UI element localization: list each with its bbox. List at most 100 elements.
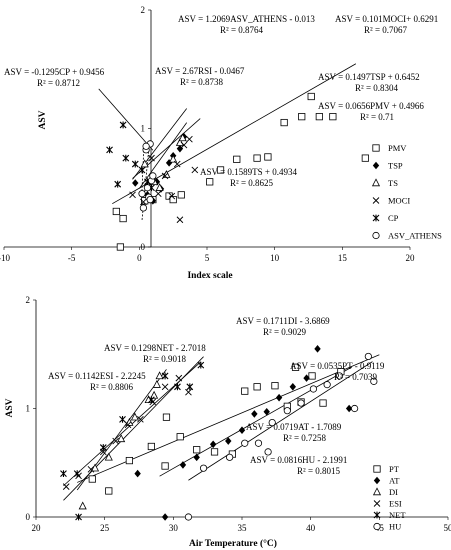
data-point-net [174, 383, 181, 391]
chart1-annotation-moci: ASV = 0.101MOCI+ 0.6291 [335, 14, 438, 24]
x-tick-label: 15 [338, 253, 348, 263]
data-point-ts [155, 183, 164, 191]
data-point-esi [112, 437, 119, 445]
trendline-net [63, 356, 204, 501]
data-point-at [345, 404, 353, 413]
legend-marker-pmv [372, 144, 380, 152]
data-point-at [289, 383, 297, 391]
legend-marker-moci [372, 197, 380, 204]
chart2-annotation-pt: ASV = 0.0535PT - 0.9119 [290, 361, 385, 371]
data-point-at [161, 513, 169, 521]
trendline-hu [188, 361, 373, 481]
x-tick-label: 25 [100, 523, 110, 533]
data-point-pmv [264, 153, 272, 161]
data-point-cp [122, 154, 130, 162]
x-tick-label: -10 [0, 253, 10, 263]
legend-label-ts: TS [388, 178, 398, 188]
data-point-esi [62, 483, 70, 490]
data-point-pt [176, 433, 184, 441]
chart2-annotation-esi: ASV = 0.1142ESI - 2.2245 [48, 371, 146, 381]
data-point-net [99, 444, 107, 451]
legend-marker-at [373, 476, 381, 485]
legend-marker-hu [373, 522, 381, 531]
data-point-esi [161, 383, 169, 391]
chart1-y-label: ASV [38, 110, 48, 129]
data-point-esi [185, 388, 192, 396]
data-point-pmv [329, 113, 337, 121]
data-point-pt [125, 456, 133, 465]
data-point-net [186, 383, 194, 391]
chart-1: -10 -5 0 5 10 15 20 0 1 2 Index scale ASV ASV = … [0, 5, 442, 281]
y-tick-label: 0 [26, 512, 31, 522]
legend-label-pmv: PMV [388, 143, 407, 153]
chart1-annotation-moci-r2: R² = 0.7067 [364, 25, 408, 35]
x-tick-label: 5 [205, 253, 210, 263]
data-point-hu [184, 513, 193, 521]
legend-label-net: NET [389, 510, 406, 520]
legend-marker-pt [373, 465, 381, 473]
data-point-hu [370, 377, 378, 385]
data-point-pmv [169, 195, 177, 204]
data-point-asv_athens [149, 172, 157, 180]
data-point-moci [154, 190, 162, 197]
data-point-moci [191, 166, 199, 174]
data-point-moci [168, 192, 176, 200]
data-point-ts [178, 133, 187, 142]
x-tick-label: 0 [137, 253, 142, 263]
data-point-hu [335, 372, 344, 380]
data-point-at [179, 461, 187, 469]
data-point-net [161, 372, 169, 380]
data-point-di [130, 412, 139, 421]
data-point-moci [180, 141, 188, 149]
data-point-moci [161, 172, 169, 180]
y-tick-label: 1 [141, 124, 146, 134]
data-point-pt [88, 475, 96, 483]
legend-label-di: DI [389, 487, 398, 497]
data-point-hu [364, 352, 372, 361]
data-point-hu [254, 439, 263, 447]
chart1-annotation-pmv-r2: R² = 0.71 [360, 112, 394, 122]
data-point-at [238, 426, 246, 434]
data-point-at [251, 410, 258, 418]
y-tick-label: 1 [26, 404, 31, 414]
legend-label-cp: CP [388, 213, 399, 223]
chart1-x-label: Index scale [187, 271, 232, 281]
legend-label-esi: ESI [389, 499, 402, 509]
data-point-pt [253, 383, 261, 391]
data-point-asv_athens [146, 196, 154, 204]
data-point-moci [148, 154, 155, 162]
data-point-moci [173, 160, 181, 168]
data-point-at [275, 393, 283, 402]
x-tick-label: 50 [444, 523, 451, 533]
legend-label-moci: MOCI [388, 196, 410, 206]
chart1-annotation-rsi: ASV = 2.67RSI - 0.0467 [155, 66, 245, 76]
data-point-at [314, 345, 321, 353]
chart1-annotation-ts-r2: R² = 0.8625 [230, 178, 274, 188]
legend-label-asv_athens: ASV_ATHENS [388, 231, 442, 241]
chart1-annotation-ts: ASV = 0.1589TS + 0.4934 [200, 167, 297, 177]
legend-label-hu: HU [389, 522, 401, 532]
chart2-x-label: Air Temperature (°C) [189, 538, 277, 549]
data-point-di [152, 379, 161, 388]
data-point-di [117, 434, 126, 443]
chart2-annotation-pt-r2: R² = 0.7039 [334, 372, 378, 382]
data-point-esi [137, 416, 144, 423]
chart2-annotation-di: ASV = 0.1711DI - 3.6869 [236, 316, 330, 326]
data-point-pmv [216, 166, 225, 174]
data-point-tsp [176, 144, 184, 153]
data-point-di [104, 452, 113, 461]
data-point-pmv [112, 207, 120, 216]
data-point-moci [129, 191, 136, 199]
data-point-pmv [116, 243, 124, 251]
trendline-at [159, 366, 353, 477]
chart2-annotation-net: ASV = 0.1298NET - 2.7018 [104, 343, 206, 353]
data-point-esi [87, 465, 95, 473]
data-point-hu [241, 439, 249, 447]
data-point-at [263, 407, 270, 416]
chart1-annotation-cp: ASV = -0.1295CP + 0.9456 [4, 67, 105, 77]
data-point-esi [124, 421, 132, 429]
data-point-moci [176, 216, 184, 224]
data-point-hu [264, 448, 272, 456]
data-point-net [73, 470, 81, 477]
